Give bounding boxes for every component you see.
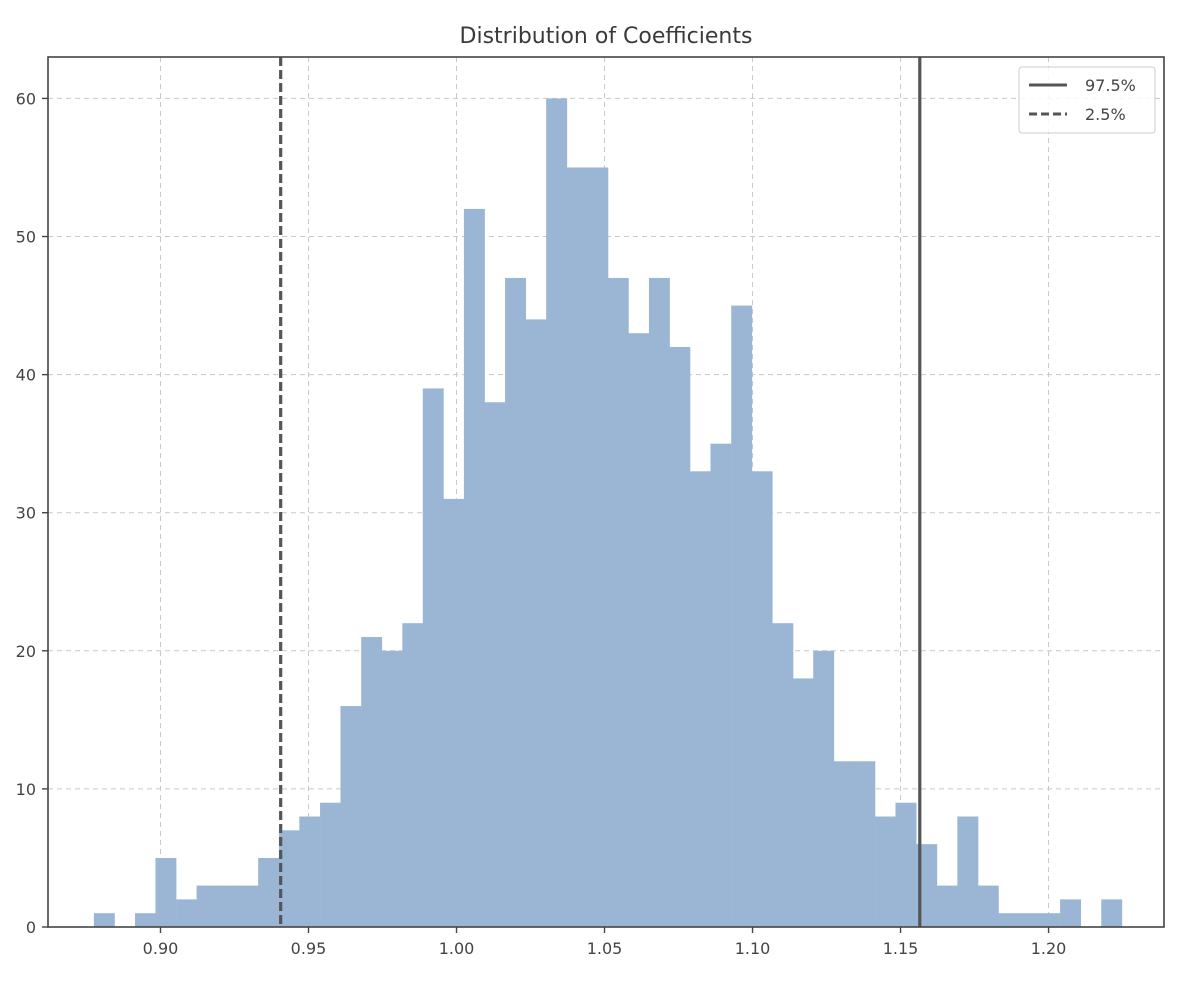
x-axis-ticks: 0.90 0.95 1.00 1.05 1.10 1.15 1.20 [143,927,1067,958]
histogram-bar [1018,913,1040,927]
histogram-bar [792,678,814,927]
histogram-bar [422,388,444,927]
y-tick-label: 60 [16,89,36,108]
histogram-bar [381,650,403,927]
histogram-bar [237,885,259,927]
legend-label: 97.5% [1085,76,1136,95]
y-tick-label: 10 [16,780,36,799]
histogram-bar [895,802,917,927]
histogram-bar [772,623,794,927]
legend: 97.5% 2.5% [1018,66,1156,134]
histogram-bar [1101,899,1123,927]
histogram-bar [690,471,712,927]
histogram-bar [648,277,670,927]
x-tick-label: 1.05 [587,939,623,958]
histogram-bar [155,857,177,927]
histogram-bar [1039,913,1061,927]
y-tick-label: 40 [16,366,36,385]
histogram-bar [833,761,855,927]
histogram-bar [217,885,238,927]
histogram-bar [916,844,938,927]
histogram-bar [710,443,732,927]
histogram-bar [402,623,424,927]
histogram-bar [361,637,383,927]
percentile-lines [279,57,922,927]
legend-label: 2.5% [1085,105,1126,124]
x-tick-label: 1.20 [1031,939,1067,958]
histogram-bar [813,650,835,927]
histogram-bar [875,816,897,927]
histogram-bar [463,208,485,927]
histogram-bar [299,816,321,927]
histogram-bar [587,167,609,927]
histogram-bar [628,333,650,927]
histogram-bar [977,885,999,927]
histogram-bar [998,913,1020,927]
histogram-bar [525,319,547,927]
histogram-bar [731,305,753,928]
histogram-bar [566,167,588,927]
histogram-bar [936,885,958,927]
histogram-bar [258,857,280,927]
histogram-bar [957,816,979,927]
y-tick-label: 0 [26,918,36,937]
histogram-bar [751,471,773,927]
y-tick-label: 50 [16,228,36,247]
x-tick-label: 1.00 [439,939,475,958]
histogram-bar [1060,899,1082,927]
histogram-bar [196,885,218,927]
histogram-bar [278,830,300,927]
x-tick-label: 0.95 [291,939,327,958]
y-axis-ticks: 0 10 20 30 40 50 60 [16,89,48,937]
axes-frame [47,56,1165,928]
histogram-bar [854,761,876,927]
x-tick-label: 1.10 [735,939,771,958]
histogram-bar [176,899,198,927]
histogram-bar [93,913,115,927]
histogram-bar [505,277,527,927]
chart-title: Distribution of Coefficients [460,24,753,49]
histogram-bar [669,347,691,927]
y-tick-label: 30 [16,504,36,523]
histogram-bar [320,802,341,927]
histogram-bar [443,498,465,927]
histogram-bar [135,913,156,927]
histogram-bar [546,98,568,927]
x-tick-label: 0.90 [143,939,179,958]
x-tick-label: 1.15 [883,939,919,958]
histogram-bars [93,98,1123,928]
histogram-bar [484,402,506,927]
histogram-bar [607,277,629,927]
histogram-bar [340,706,362,927]
y-tick-label: 20 [16,642,36,661]
